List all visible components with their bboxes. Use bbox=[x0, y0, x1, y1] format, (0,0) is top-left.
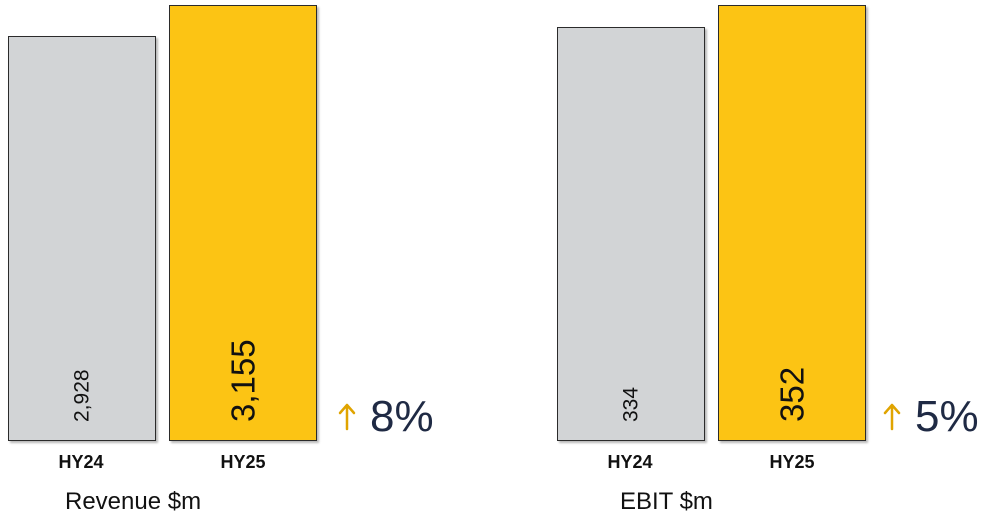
up-arrow-icon bbox=[883, 403, 901, 431]
bar-hy25: 352 bbox=[718, 5, 866, 441]
growth-percent: 8% bbox=[370, 392, 434, 441]
growth-indicator: 5% bbox=[883, 395, 979, 439]
tick-label-hy24: HY24 bbox=[607, 452, 653, 472]
growth-indicator: 8% bbox=[338, 395, 434, 439]
tick-label-hy25: HY25 bbox=[769, 452, 815, 472]
chart-title: EBIT $m bbox=[620, 488, 713, 515]
revenue-chart: 2,928 3,155 HY24 HY25 8% Revenue $m bbox=[0, 0, 500, 523]
bar-hy24: 334 bbox=[557, 27, 705, 441]
bar-value-label: 2,928 bbox=[70, 369, 94, 422]
bar-hy25: 3,155 bbox=[169, 5, 317, 441]
bar-value-label: 334 bbox=[619, 386, 643, 422]
bar-value-label: 352 bbox=[773, 366, 811, 422]
bar-hy24: 2,928 bbox=[8, 36, 156, 441]
chart-title: Revenue $m bbox=[65, 488, 202, 515]
tick-label-hy24: HY24 bbox=[58, 452, 104, 472]
ebit-chart: 334 352 HY24 HY25 5% EBIT $m bbox=[548, 0, 1008, 523]
up-arrow-icon bbox=[338, 403, 356, 431]
growth-percent: 5% bbox=[915, 392, 979, 441]
bar-value-label: 3,155 bbox=[224, 339, 262, 422]
tick-label-hy25: HY25 bbox=[220, 452, 266, 472]
